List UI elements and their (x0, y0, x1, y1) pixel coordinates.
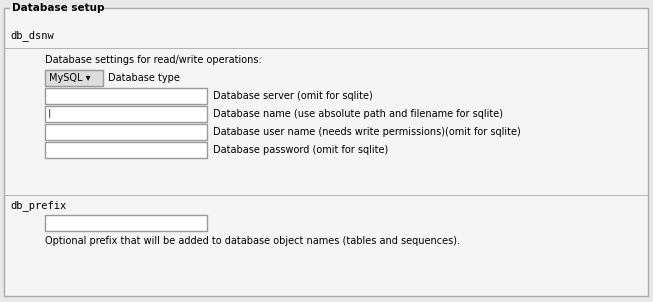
Bar (45, 142, 207, 158)
Text: Database settings for read/write operations:: Database settings for read/write operati… (45, 55, 262, 65)
Text: Database setup: Database setup (12, 3, 104, 13)
Bar (45, 70, 103, 86)
Bar (45, 88, 207, 104)
Text: Database name (use absolute path and filename for sqlite): Database name (use absolute path and fil… (213, 109, 503, 119)
Bar (10, 7, 102, 10)
Bar (45, 124, 207, 140)
Text: db_prefix: db_prefix (10, 200, 66, 211)
Text: Optional prefix that will be added to database object names (tables and sequence: Optional prefix that will be added to da… (45, 236, 460, 246)
Text: |: | (47, 110, 52, 118)
Bar (45, 215, 207, 231)
Text: Database type: Database type (108, 73, 180, 83)
Text: Database server (omit for sqlite): Database server (omit for sqlite) (213, 91, 373, 101)
Bar (45, 106, 207, 122)
Text: Database password (omit for sqlite): Database password (omit for sqlite) (213, 145, 389, 155)
Text: Database user name (needs write permissions)(omit for sqlite): Database user name (needs write permissi… (213, 127, 520, 137)
Text: MySQL ▾: MySQL ▾ (49, 73, 91, 83)
Text: db_dsnw: db_dsnw (10, 30, 54, 41)
